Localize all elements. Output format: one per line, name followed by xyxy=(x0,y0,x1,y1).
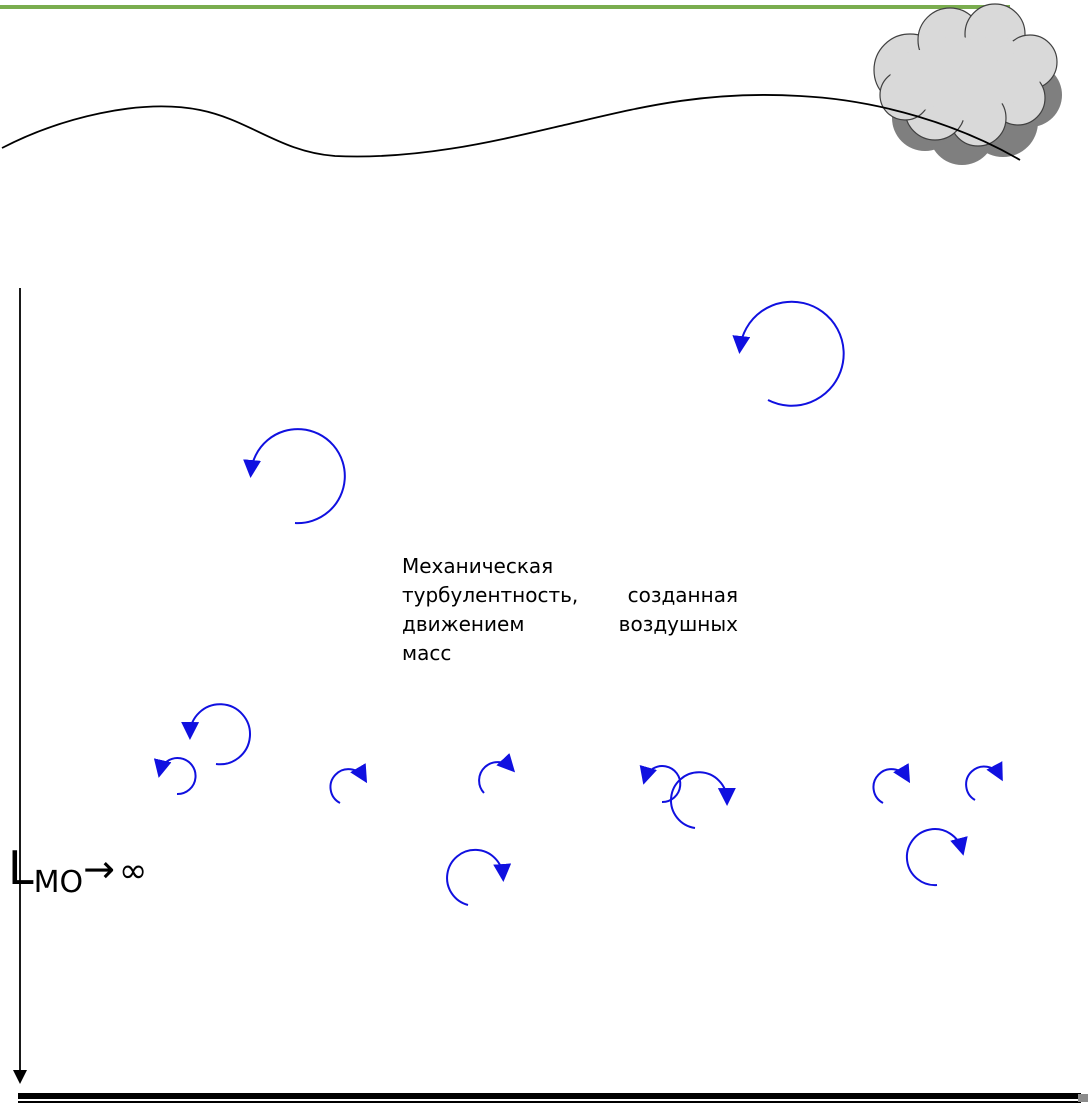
caption-line-1: Механическая xyxy=(402,554,554,578)
eddy-arrow-icon xyxy=(329,763,368,804)
cloud-icon xyxy=(873,3,1062,165)
caption-line-2: турбулентность, созданная xyxy=(402,583,738,607)
eddy-arrow-icon xyxy=(872,763,911,804)
eddy-arrow-icon xyxy=(181,703,251,766)
caption-line-3: движением воздушных xyxy=(402,612,738,636)
tends-to-arrow: → xyxy=(83,847,115,891)
eddy-arrow-icon xyxy=(446,848,512,906)
wavy-boundary-line xyxy=(1,94,1021,161)
caption-line-4: масс xyxy=(402,641,452,665)
eddy-arrow-icon xyxy=(153,757,197,796)
monin-obukhov-length-label: LМО→ ∞ xyxy=(8,840,147,900)
eddy-arrow-icon xyxy=(639,764,682,804)
turbulence-caption: Механическая турбулентность, созданная д… xyxy=(402,552,738,668)
eddy-group xyxy=(153,300,1003,906)
eddy-arrow-icon xyxy=(478,753,516,794)
length-symbol: L xyxy=(8,841,34,895)
eddy-arrow-icon xyxy=(732,300,845,407)
infinity-symbol: ∞ xyxy=(118,851,148,891)
length-subscript: МО xyxy=(33,865,84,900)
eddy-arrow-icon xyxy=(965,761,1003,801)
eddy-arrow-icon xyxy=(905,828,968,887)
ground-line xyxy=(18,1093,1088,1103)
eddy-arrow-icon xyxy=(243,428,346,525)
